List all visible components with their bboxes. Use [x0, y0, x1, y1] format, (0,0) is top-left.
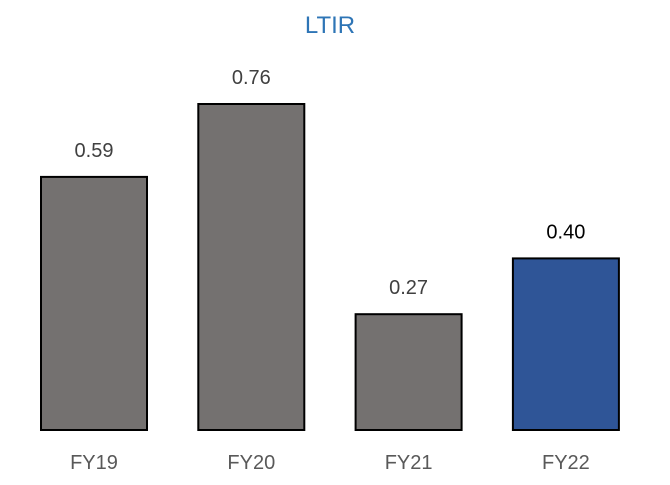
bar-fy19 — [40, 175, 148, 431]
bar-fy21 — [354, 313, 463, 432]
category-label-fy20: FY20 — [227, 452, 275, 474]
value-label-fy19: 0.59 — [75, 140, 114, 162]
value-label-fy20: 0.76 — [232, 67, 271, 89]
value-label-fy21: 0.27 — [389, 277, 428, 299]
bar-fy22 — [511, 257, 620, 431]
category-labels-layer: FY19 FY20 FY21 FY22 — [70, 452, 590, 474]
bar-fy20 — [197, 103, 306, 431]
category-label-fy22: FY22 — [542, 452, 590, 474]
bars-layer — [40, 103, 620, 432]
chart-title: LTIR — [305, 12, 355, 39]
category-label-fy21: FY21 — [385, 452, 433, 474]
category-label-fy19: FY19 — [70, 452, 118, 474]
value-labels-layer: 0.59 0.76 0.27 0.40 — [75, 67, 586, 299]
value-label-fy22: 0.40 — [546, 221, 585, 243]
